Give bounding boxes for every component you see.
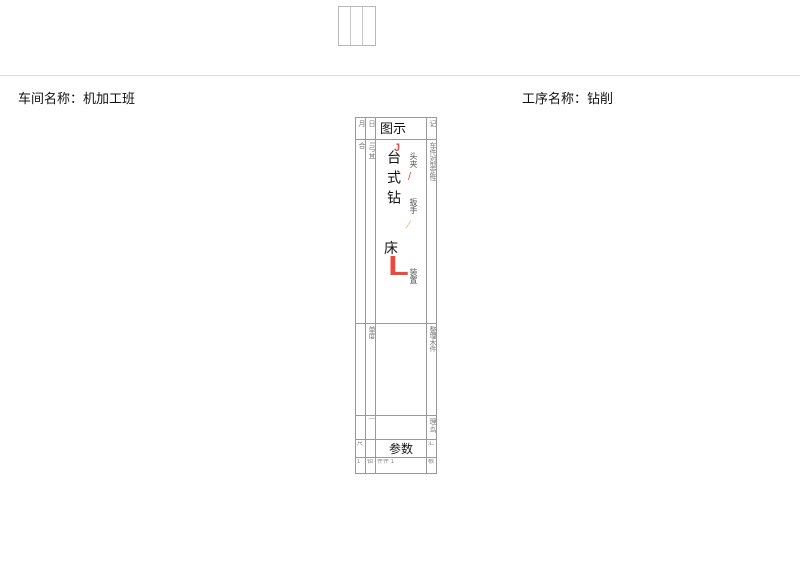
col-c-slim bbox=[376, 416, 427, 439]
col-a-head-text: 月 bbox=[358, 120, 365, 127]
top-placeholder-box bbox=[338, 6, 376, 46]
col-a-mid bbox=[356, 324, 366, 415]
col-b-slim-text: | bbox=[368, 418, 375, 419]
col-d-head: 记 bbox=[427, 118, 437, 139]
process-label: 工序名称： bbox=[522, 91, 587, 106]
col-b-num-text: 钼 bbox=[367, 459, 373, 465]
col-a-body: 合 bbox=[356, 140, 366, 323]
diagram-head-clamp: 头夹 bbox=[408, 152, 419, 168]
col-c-num: 件件 1 bbox=[376, 458, 427, 473]
col-b-mid: 单度 bbox=[366, 324, 376, 415]
col-c-num-text: 件件 1 bbox=[377, 459, 394, 465]
col-b-slim: | bbox=[366, 416, 376, 439]
table-num-row: 1 钼 件件 1 根 bbox=[356, 458, 437, 474]
workshop-header: 车间名称：机加工班 bbox=[18, 88, 135, 107]
table-param-row: 尺 参数 汇 bbox=[356, 440, 437, 458]
process-value: 钻削 bbox=[587, 91, 613, 106]
col-d-body-text: 车件对型定性 bbox=[429, 142, 436, 181]
table-header-row: 月 日 图示 记 bbox=[356, 118, 437, 140]
workshop-value: 机加工班 bbox=[83, 91, 135, 106]
red-slash-icon: / bbox=[408, 172, 416, 182]
col-d-head-text: 记 bbox=[429, 120, 436, 127]
diagram-cell: J 台式钻 床 L 头夹 / 扳手 ∕ 装置 bbox=[376, 140, 427, 323]
col-d-par-text: 汇 bbox=[428, 441, 434, 447]
col-d-mid-text: 整埋木件 bbox=[429, 326, 436, 352]
col-b-num: 钼 bbox=[366, 458, 376, 473]
col-b-par bbox=[366, 440, 376, 457]
col-a-num: 1 bbox=[356, 458, 366, 473]
col-c-mid bbox=[376, 324, 427, 415]
col-d-slim: 理·鸟 bbox=[427, 416, 437, 439]
drill-diagram: J 台式钻 床 L 头夹 / 扳手 ∕ 装置 bbox=[376, 140, 426, 323]
col-d-par: 汇 bbox=[427, 440, 437, 457]
diagram-wrench: 扳手 bbox=[408, 198, 419, 214]
col-d-mid: 整埋木件 bbox=[427, 324, 437, 415]
col-a-body-text: 合 bbox=[358, 142, 365, 149]
col-d-num-text: 根 bbox=[428, 459, 434, 465]
col-a-slim bbox=[356, 416, 366, 439]
col-d-slim-text: 理·鸟 bbox=[429, 418, 436, 433]
param-label: 参数 bbox=[376, 440, 427, 457]
col-b-body: I 弓 其 bbox=[366, 140, 376, 323]
top-box-col bbox=[351, 7, 363, 45]
center-table: 月 日 图示 记 合 I 弓 其 J 台式钻 床 L 头夹 / 扳手 ∕ 装置 … bbox=[355, 117, 437, 474]
col-b-mid-text: 单度 bbox=[368, 326, 375, 339]
amber-slash-icon: ∕ bbox=[408, 220, 418, 230]
col-a-num-text: 1 bbox=[357, 459, 360, 465]
col-b-head-text: 日 bbox=[368, 120, 375, 127]
diagram-fixture: 装置 bbox=[408, 268, 419, 284]
col-b-head: 日 bbox=[366, 118, 376, 139]
col-a-par: 尺 bbox=[356, 440, 366, 457]
process-header: 工序名称：钻削 bbox=[522, 88, 613, 107]
table-body-row: 合 I 弓 其 J 台式钻 床 L 头夹 / 扳手 ∕ 装置 车件对型定性 bbox=[356, 140, 437, 324]
workshop-label: 车间名称： bbox=[18, 91, 83, 106]
diagram-drill: 台式钻 bbox=[384, 150, 404, 210]
top-box-col bbox=[339, 7, 351, 45]
col-b-body-text: I 弓 其 bbox=[368, 142, 375, 159]
col-d-num: 根 bbox=[427, 458, 437, 473]
top-box-col bbox=[363, 7, 377, 45]
table-slim-row: | 理·鸟 bbox=[356, 416, 437, 440]
col-a-head: 月 bbox=[356, 118, 366, 139]
diagram-L-shape: L bbox=[388, 250, 409, 282]
col-c-head: 图示 bbox=[376, 118, 427, 139]
table-mid-row: 单度 整埋木件 bbox=[356, 324, 437, 416]
col-d-body: 车件对型定性 bbox=[427, 140, 437, 323]
col-a-par-text: 尺 bbox=[357, 441, 363, 447]
divider bbox=[0, 75, 800, 76]
